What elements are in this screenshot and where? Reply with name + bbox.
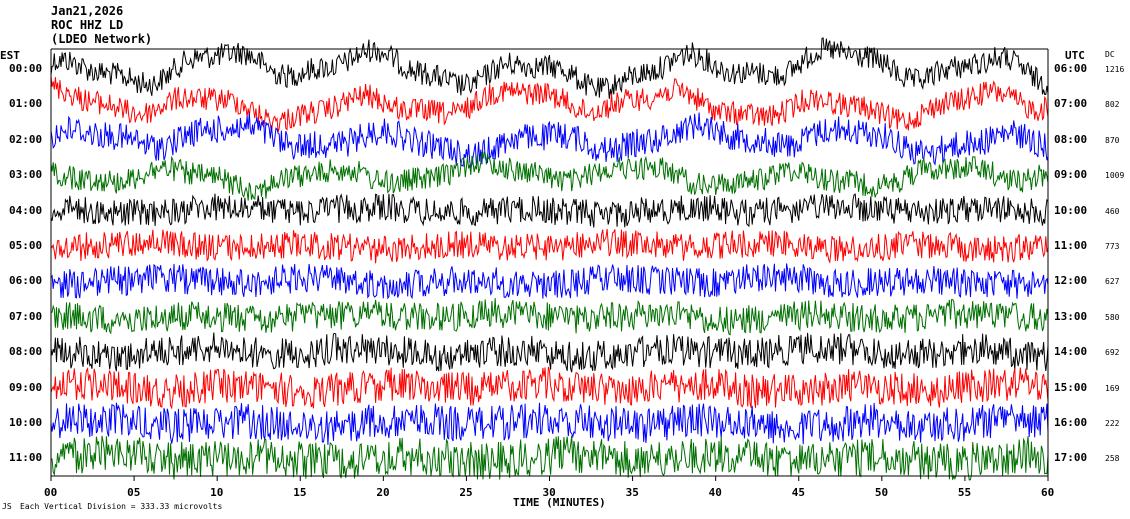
trace-0600 — [50, 263, 1049, 300]
trace-0200 — [50, 112, 1049, 168]
utc-hour-label: 08:00 — [1054, 132, 1088, 146]
x-tick-label: 40 — [708, 486, 722, 499]
dc-offset-value: 169 — [1105, 383, 1120, 393]
dc-offset-value: 1009 — [1105, 171, 1125, 181]
dc-offset-value: 222 — [1105, 419, 1120, 428]
est-hour-label: 08:00 — [9, 345, 43, 359]
utc-hour-label: 12:00 — [1054, 274, 1088, 288]
x-tick-label: 15 — [293, 486, 307, 499]
utc-hour-label: 16:00 — [1054, 416, 1088, 429]
est-hour-label: 06:00 — [9, 274, 43, 288]
est-hour-label: 02:00 — [9, 132, 43, 146]
est-hour-label: 10:00 — [9, 416, 43, 429]
x-axis-title: TIME (MINUTES) — [513, 496, 606, 509]
est-hour-label: 07:00 — [9, 309, 43, 323]
trace-1000 — [50, 402, 1049, 445]
est-hour-label: 04:00 — [9, 203, 43, 217]
trace-0500 — [50, 229, 1049, 264]
header-date: Jan21,2026 — [51, 4, 124, 18]
dc-offset-value: 1216 — [1105, 65, 1125, 74]
est-hour-label: 03:00 — [9, 168, 43, 182]
dc-offset-value: 773 — [1105, 242, 1120, 251]
footer-note: Each Vertical Division = 333.33 microvol… — [20, 502, 223, 511]
trace-1100 — [50, 435, 1049, 481]
utc-hour-label: 11:00 — [1054, 239, 1088, 252]
utc-hour-label: 09:00 — [1054, 168, 1088, 182]
dc-offset-value: 258 — [1105, 454, 1120, 464]
x-tick-label: 25 — [459, 486, 473, 499]
x-tick-label: 30 — [542, 486, 556, 499]
x-tick-label: 05 — [127, 486, 141, 499]
left-zone-label: EST — [0, 49, 20, 62]
x-tick-label: 55 — [957, 486, 972, 499]
trace-0700 — [50, 298, 1049, 336]
x-tick-label: 35 — [625, 486, 639, 499]
x-tick-label: 20 — [376, 486, 390, 499]
dc-offset-value: 802 — [1105, 100, 1120, 110]
x-tick-label: 45 — [791, 486, 805, 499]
trace-0800 — [50, 332, 1049, 373]
trace-group — [50, 37, 1049, 481]
utc-hour-label: 17:00 — [1054, 451, 1088, 465]
dc-offset-value: 627 — [1105, 277, 1120, 287]
utc-hour-label: 15:00 — [1054, 380, 1088, 394]
trace-0300 — [50, 151, 1049, 201]
utc-hour-label: 10:00 — [1054, 203, 1088, 217]
dc-heading: DC — [1105, 50, 1115, 59]
utc-hour-label: 13:00 — [1054, 309, 1088, 323]
trace-0900 — [50, 366, 1049, 410]
est-hour-label: 00:00 — [9, 62, 43, 75]
dc-offset-value: 460 — [1105, 206, 1120, 216]
right-zone-label: UTC — [1065, 49, 1085, 62]
x-tick-label: 60 — [1041, 486, 1055, 499]
header-network: (LDEO Network) — [51, 32, 153, 46]
header-station: ROC HHZ LD — [51, 18, 124, 32]
dc-offset-value: 580 — [1105, 312, 1120, 322]
footer-mark: JS — [2, 502, 12, 511]
x-tick-label: 00 — [44, 486, 58, 499]
utc-hour-label: 07:00 — [1054, 97, 1088, 111]
x-tick-label: 10 — [210, 486, 224, 499]
trace-0100 — [50, 75, 1049, 133]
est-hour-label: 05:00 — [9, 239, 43, 252]
axes-group — [50, 48, 1049, 481]
dc-offset-value: 870 — [1105, 135, 1120, 145]
trace-0000 — [50, 37, 1049, 99]
est-hour-label: 09:00 — [9, 380, 43, 394]
trace-0400 — [50, 193, 1049, 228]
est-hour-label: 11:00 — [9, 451, 43, 465]
x-tick-label: 50 — [874, 486, 889, 499]
est-hour-label: 01:00 — [9, 97, 43, 111]
dc-offset-value: 692 — [1105, 348, 1120, 358]
utc-hour-label: 06:00 — [1054, 62, 1088, 75]
utc-hour-label: 14:00 — [1054, 345, 1088, 359]
